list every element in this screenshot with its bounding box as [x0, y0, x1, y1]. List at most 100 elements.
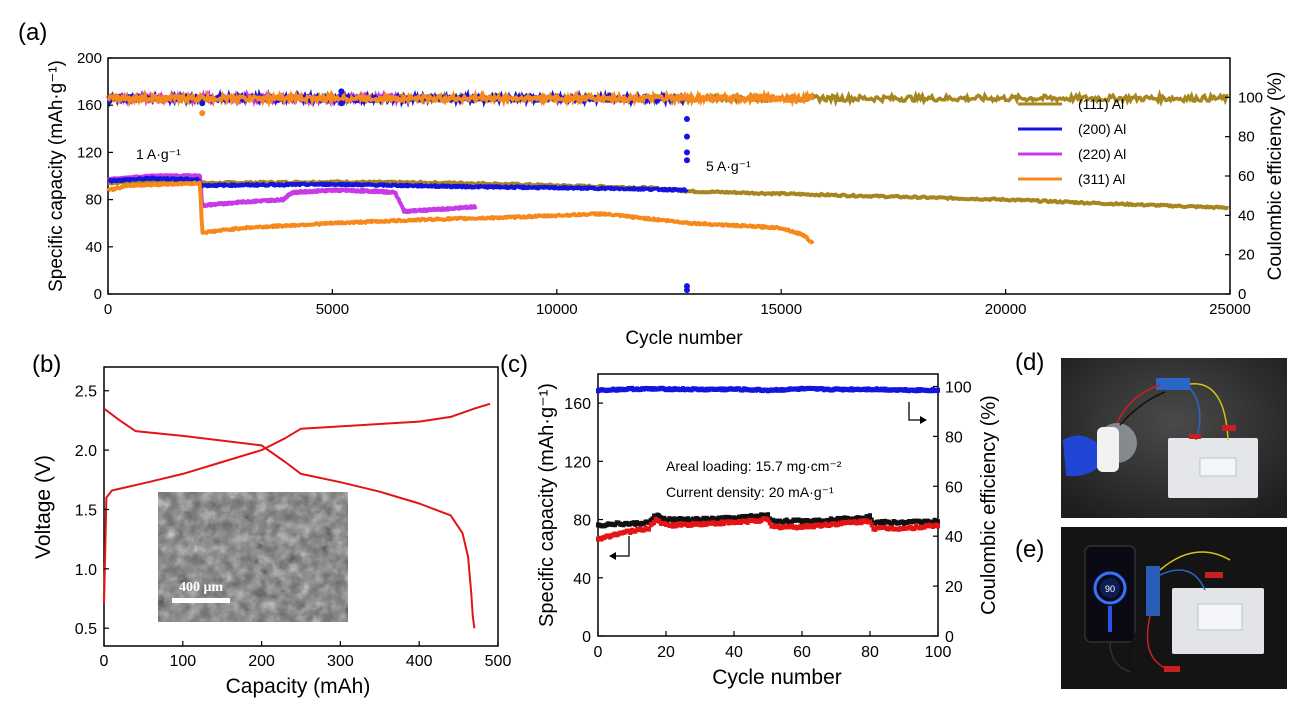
panel-a-frame — [107, 57, 1231, 295]
panel-c-frame — [597, 373, 939, 637]
b-xtick-label: 500 — [485, 653, 512, 670]
c-y2tick-label: 80 — [945, 429, 963, 446]
panel-c-letter: (c) — [500, 351, 528, 378]
b-xtick-label: 300 — [327, 653, 354, 670]
panel-a-letter: (a) — [18, 19, 47, 46]
glove-d — [1063, 435, 1104, 477]
panel-a-legend: (111) Al (200) Al (220) Al (311) Al — [1018, 96, 1126, 187]
ce-axis-arrow — [908, 402, 925, 421]
c-marker — [936, 523, 940, 529]
a-y2tick-label: 40 — [1238, 207, 1255, 224]
a-ce-outlier — [683, 133, 690, 140]
b-ytick-label: 2.5 — [75, 384, 97, 401]
panel-a-annotation-2: 5 A·g⁻¹ — [706, 158, 751, 174]
panel-a-annotation-1: 1 A·g⁻¹ — [136, 146, 181, 162]
c-ytick-label: 160 — [564, 396, 591, 413]
panel-a-ylabel-left: Specific capacity (mAh·g⁻¹) — [46, 60, 67, 292]
a-capacity-line — [106, 173, 478, 215]
b-xtick-label: 400 — [406, 653, 433, 670]
a-capacity-line — [106, 175, 689, 193]
a-xtick-label: 10000 — [536, 301, 578, 318]
c-marker — [936, 519, 940, 525]
panel-c-ylabel-left: Specific capacity (mAh·g⁻¹) — [536, 383, 558, 627]
panel-d-letter: (d) — [1015, 349, 1044, 376]
circuit-board-d — [1156, 378, 1190, 390]
a-y2tick-label: 0 — [1238, 286, 1246, 303]
panel-b-xlabel: Capacity (mAh) — [226, 675, 371, 698]
b-ytick-label: 2.0 — [75, 443, 97, 460]
a-y2tick-label: 20 — [1238, 247, 1255, 264]
a-y2tick-label: 100 — [1238, 89, 1263, 106]
a-ytick-label: 200 — [77, 50, 102, 67]
a-ce-outlier — [199, 100, 206, 107]
a-xtick-label: 0 — [104, 301, 112, 318]
a-capacity-line — [106, 180, 815, 245]
a-ce-outlier — [683, 115, 690, 122]
a-ytick-label: 120 — [77, 144, 102, 161]
a-xtick-label: 25000 — [1209, 301, 1251, 318]
capacity-arrow-head — [609, 552, 616, 560]
a-series-311al — [106, 88, 815, 245]
legend-label: (311) Al — [1078, 171, 1125, 187]
panel-c-data — [596, 385, 940, 542]
legend-label: (220) Al — [1078, 146, 1126, 162]
a-ce-outlier — [338, 100, 345, 107]
a-y2tick-label: 60 — [1238, 168, 1255, 185]
c-marker — [767, 520, 772, 526]
c-y2tick-label: 60 — [945, 479, 963, 496]
panel-c: (c) 0 20 40 60 80 10004080120160020406080100 … — [500, 351, 1000, 689]
c-ytick-label: 120 — [564, 454, 591, 471]
panel-a-ylabel-right: Coulombic efficiency (%) — [1265, 72, 1286, 281]
panel-c-annotation-1: Areal loading: 15.7 mg·cm⁻² — [666, 458, 842, 474]
photo-e: 90 — [1061, 527, 1287, 689]
panel-b-data — [103, 402, 491, 629]
c-xtick-label: 100 — [925, 644, 952, 661]
a-ce-line — [106, 88, 815, 108]
b-ytick-label: 1.5 — [75, 502, 97, 519]
panel-c-xlabel: Cycle number — [712, 666, 842, 689]
device-d — [1097, 427, 1119, 472]
c-y2tick-label: 100 — [945, 379, 972, 396]
a-xtick-label: 15000 — [760, 301, 802, 318]
c-marker — [647, 526, 651, 532]
c-marker — [868, 519, 872, 525]
ce-arrow-head — [920, 416, 927, 424]
c-series-ce — [596, 385, 940, 394]
c-marker — [936, 387, 940, 393]
sem-scale-bar — [172, 598, 230, 603]
c-ytick-label: 0 — [582, 629, 591, 646]
b-charge-curve — [103, 402, 491, 605]
panel-b-ticks: 0 100 200 300 400 500 0.5 1.0 1.5 2.0 2.5 — [75, 384, 512, 670]
c-y2tick-label: 40 — [945, 529, 963, 546]
a-ce-outlier — [683, 149, 690, 156]
legend-label: (200) Al — [1078, 121, 1126, 137]
sem-scale-label: 400 μm — [179, 580, 223, 595]
a-ce-outlier — [199, 110, 206, 117]
a-ytick-label: 0 — [94, 286, 102, 303]
c-marker — [868, 513, 872, 519]
a-ce-outlier — [338, 88, 345, 95]
b-xtick-label: 0 — [100, 653, 109, 670]
c-marker — [766, 517, 770, 523]
panel-b-frame — [103, 366, 499, 647]
b-discharge-curve — [103, 407, 476, 629]
capacity-axis-arrow — [612, 536, 630, 557]
c-y2tick-label: 0 — [945, 629, 954, 646]
charging-ring — [1093, 571, 1127, 605]
c-marker — [869, 522, 874, 528]
panel-a-xlabel: Cycle number — [625, 328, 743, 349]
c-marker — [766, 512, 770, 518]
a-ytick-label: 160 — [77, 97, 102, 114]
a-ytick-label: 40 — [85, 239, 102, 256]
photo-d — [1061, 358, 1287, 518]
b-xtick-label: 200 — [248, 653, 275, 670]
panel-c-annotation-2: Current density: 20 mA·g⁻¹ — [666, 484, 834, 500]
c-ytick-label: 40 — [573, 571, 591, 588]
legend-label: (111) Al — [1078, 96, 1124, 112]
c-marker — [650, 516, 655, 522]
a-ce-outlier — [683, 157, 690, 164]
panel-e-letter: (e) — [1015, 536, 1044, 563]
a-ce-outlier — [683, 287, 690, 294]
c-xtick-label: 80 — [861, 644, 879, 661]
